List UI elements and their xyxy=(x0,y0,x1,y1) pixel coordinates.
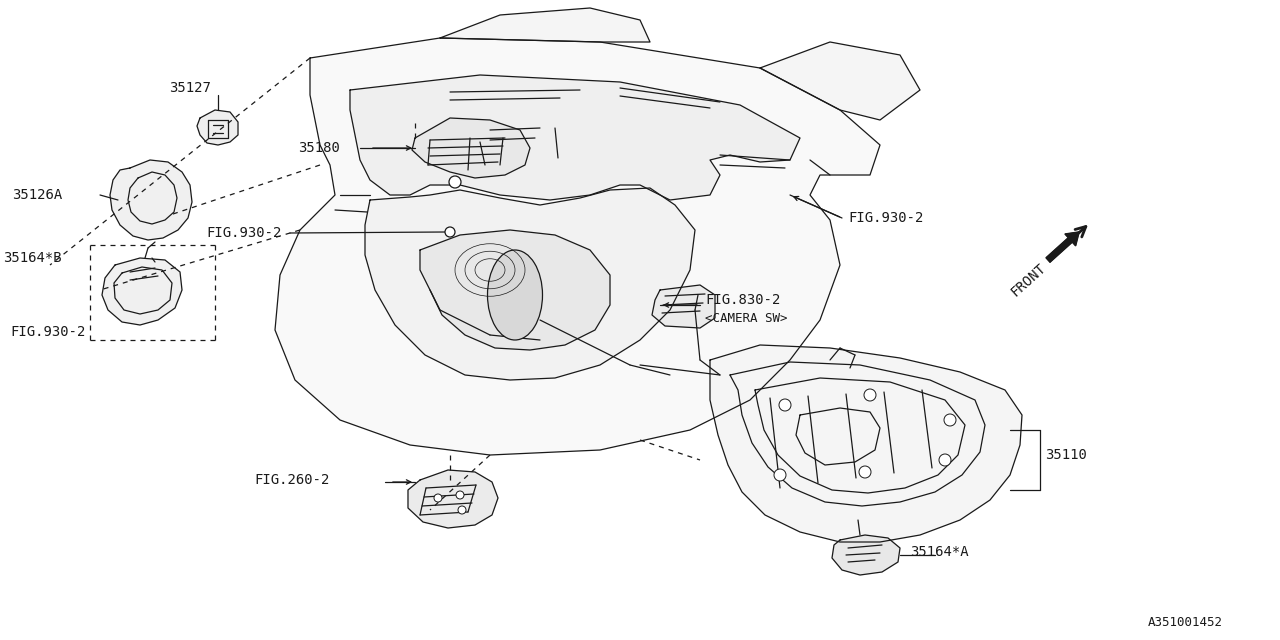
Polygon shape xyxy=(832,535,900,575)
Text: 35164*A: 35164*A xyxy=(910,545,969,559)
Polygon shape xyxy=(760,42,920,120)
Circle shape xyxy=(458,506,466,514)
Text: 35180: 35180 xyxy=(298,141,340,155)
Text: A351001452: A351001452 xyxy=(1148,616,1222,628)
Text: FIG.830-2: FIG.830-2 xyxy=(705,293,781,307)
Polygon shape xyxy=(197,110,238,145)
Polygon shape xyxy=(420,230,611,350)
Circle shape xyxy=(780,399,791,411)
Circle shape xyxy=(940,454,951,466)
Text: <CAMERA SW>: <CAMERA SW> xyxy=(705,312,787,324)
Text: FIG.260-2: FIG.260-2 xyxy=(255,473,330,487)
Circle shape xyxy=(774,469,786,481)
Text: 35164*B: 35164*B xyxy=(4,251,61,265)
Polygon shape xyxy=(349,75,800,200)
Polygon shape xyxy=(652,285,716,328)
Polygon shape xyxy=(275,38,881,455)
Polygon shape xyxy=(110,160,192,240)
Text: FIG.930-2: FIG.930-2 xyxy=(10,325,86,339)
Text: 35126A: 35126A xyxy=(12,188,61,202)
Text: FRONT: FRONT xyxy=(1009,260,1048,300)
Polygon shape xyxy=(440,8,650,42)
Polygon shape xyxy=(365,188,695,380)
Circle shape xyxy=(456,491,465,499)
Polygon shape xyxy=(102,258,182,325)
Circle shape xyxy=(945,414,956,426)
Text: 35127: 35127 xyxy=(169,81,211,95)
Polygon shape xyxy=(710,345,1021,542)
Text: FIG.930-2: FIG.930-2 xyxy=(849,211,923,225)
Circle shape xyxy=(445,227,454,237)
Polygon shape xyxy=(1046,232,1079,262)
Text: FIG.930-2: FIG.930-2 xyxy=(206,226,282,240)
Polygon shape xyxy=(412,118,530,178)
Circle shape xyxy=(864,389,876,401)
Circle shape xyxy=(859,466,870,478)
Polygon shape xyxy=(408,470,498,528)
Ellipse shape xyxy=(488,250,543,340)
Text: 35110: 35110 xyxy=(1044,448,1087,462)
Circle shape xyxy=(449,176,461,188)
Circle shape xyxy=(434,494,442,502)
